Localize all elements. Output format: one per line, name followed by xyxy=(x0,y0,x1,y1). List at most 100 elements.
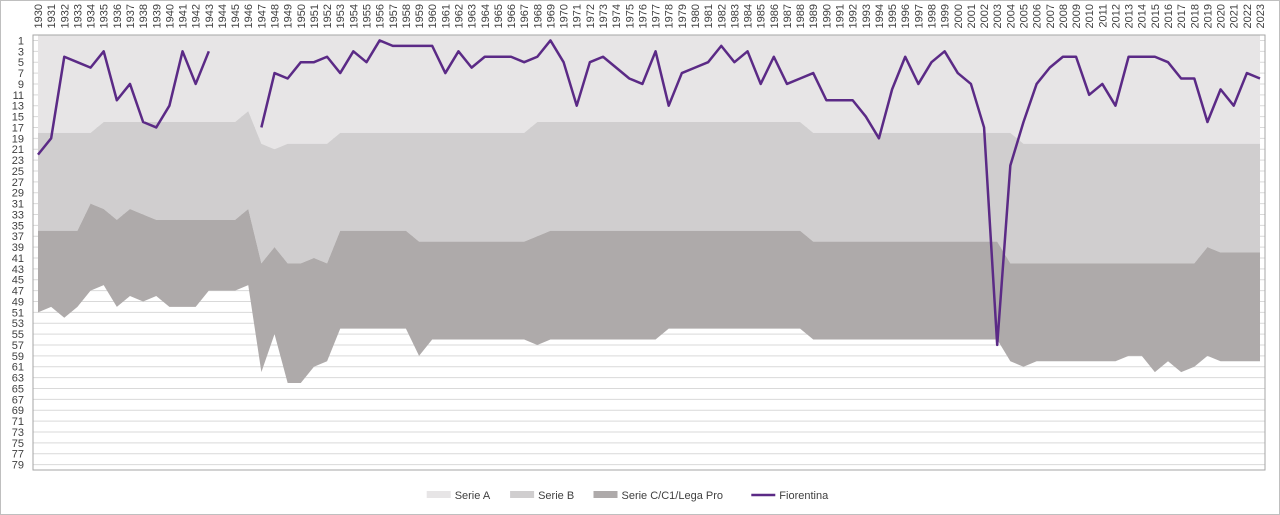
x-tick-label: 1949 xyxy=(283,4,295,28)
x-tick-label: 1952 xyxy=(322,4,334,28)
x-tick-label: 1987 xyxy=(782,4,794,28)
y-tick-label: 79 xyxy=(12,460,24,472)
y-tick-label: 25 xyxy=(12,166,24,178)
x-tick-label: 2010 xyxy=(1084,4,1096,28)
x-tick-label: 2017 xyxy=(1176,4,1188,28)
y-tick-label: 49 xyxy=(12,296,24,308)
y-tick-label: 9 xyxy=(18,79,24,91)
legend-label: Serie C/C1/Lega Pro xyxy=(622,490,724,502)
x-tick-label: 1971 xyxy=(572,4,584,28)
x-tick-label: 1969 xyxy=(545,4,557,28)
x-tick-label: 1984 xyxy=(743,4,755,28)
x-tick-label: 1988 xyxy=(795,4,807,28)
x-tick-label: 1958 xyxy=(401,4,413,28)
y-tick-label: 27 xyxy=(12,177,24,189)
x-tick-label: 2007 xyxy=(1045,4,1057,28)
x-tick-label: 1931 xyxy=(46,4,58,28)
x-tick-label: 1936 xyxy=(112,4,124,28)
x-tick-label: 2014 xyxy=(1137,4,1149,28)
x-tick-label: 1973 xyxy=(598,4,610,28)
y-tick-label: 41 xyxy=(12,253,24,265)
y-tick-label: 31 xyxy=(12,199,24,211)
x-tick-label: 2011 xyxy=(1097,4,1109,28)
x-tick-label: 2002 xyxy=(979,4,991,28)
x-tick-label: 1959 xyxy=(414,4,426,28)
x-tick-label: 2023 xyxy=(1255,4,1267,28)
x-tick-label: 1964 xyxy=(480,4,492,28)
line xyxy=(37,39,1261,347)
x-tick-label: 1956 xyxy=(375,4,387,28)
plot-border xyxy=(32,34,1266,471)
y-tick-label: 59 xyxy=(12,351,24,363)
x-tick-label: 1938 xyxy=(138,4,150,28)
x-tick-label: 1954 xyxy=(348,4,360,28)
x-tick-label: 2006 xyxy=(1032,4,1044,28)
y-tick-label: 1 xyxy=(18,35,24,47)
y-tick-label: 69 xyxy=(12,405,24,417)
x-tick-label: 1946 xyxy=(243,4,255,28)
y-tick-label: 73 xyxy=(12,427,24,439)
x-tick-label: 1950 xyxy=(296,4,308,28)
x-tick-label: 1960 xyxy=(427,4,439,28)
x-tick-label: 1951 xyxy=(309,4,321,28)
y-tick-label: 29 xyxy=(12,188,24,200)
x-tick-label: 2019 xyxy=(1202,4,1214,28)
x-tick-label: 2005 xyxy=(1018,4,1030,28)
y-tick-label: 3 xyxy=(18,46,24,58)
y-tick-label: 39 xyxy=(12,242,24,254)
x-tick-label: 1986 xyxy=(769,4,781,28)
y-tick-label: 47 xyxy=(12,286,24,298)
x-tick-label: 2001 xyxy=(966,4,978,28)
x-tick-label: 1963 xyxy=(467,4,479,28)
x-tick-label: 2015 xyxy=(1150,4,1162,28)
x-tick-label: 1942 xyxy=(191,4,203,28)
x-tick-label: 1968 xyxy=(532,4,544,28)
x-tick-label: 2004 xyxy=(1005,4,1017,28)
x-tick-label: 1993 xyxy=(861,4,873,28)
x-tick-label: 2020 xyxy=(1216,4,1228,28)
legend-swatch xyxy=(593,491,618,498)
x-tick-label: 1977 xyxy=(651,4,663,28)
x-tick-label: 2022 xyxy=(1242,4,1254,28)
x-tick-label: 1989 xyxy=(808,4,820,28)
x-tick-label: 2009 xyxy=(1071,4,1083,28)
x-tick-label: 2021 xyxy=(1229,4,1241,28)
x-tick-label: 1943 xyxy=(204,4,216,28)
x-tick-label: 1980 xyxy=(690,4,702,28)
x-tick-label: 1983 xyxy=(729,4,741,28)
y-tick-label: 37 xyxy=(12,231,24,243)
x-tick-label: 1991 xyxy=(835,4,847,28)
x-tick-label: 2016 xyxy=(1163,4,1175,28)
y-tick-label: 57 xyxy=(12,340,24,352)
y-tick-label: 61 xyxy=(12,362,24,374)
lines xyxy=(37,39,1261,347)
x-tick-label: 1982 xyxy=(716,4,728,28)
legend-label: Fiorentina xyxy=(779,490,829,502)
x-tick-label: 1967 xyxy=(519,4,531,28)
y-tick-label: 67 xyxy=(12,394,24,406)
x-tick-label: 1932 xyxy=(59,4,71,28)
x-tick-label: 1970 xyxy=(559,4,571,28)
y-tick-label: 33 xyxy=(12,209,24,221)
x-tick-label: 1999 xyxy=(940,4,952,28)
x-tick-label: 1998 xyxy=(927,4,939,28)
x-tick-label: 1992 xyxy=(848,4,860,28)
legend-label: Serie A xyxy=(455,490,491,502)
x-tick-label: 2008 xyxy=(1058,4,1070,28)
y-tick-label: 15 xyxy=(12,112,24,124)
x-tick-label: 1996 xyxy=(900,4,912,28)
x-tick-label: 1975 xyxy=(624,4,636,28)
areas xyxy=(38,35,1260,383)
x-tick-label: 1955 xyxy=(361,4,373,28)
x-tick-label: 1953 xyxy=(335,4,347,28)
y-tick-label: 43 xyxy=(12,264,24,276)
x-tick-label: 1944 xyxy=(217,4,229,28)
legend-swatch xyxy=(426,491,451,498)
x-tick-label: 2018 xyxy=(1189,4,1201,28)
x-tick-label: 2003 xyxy=(992,4,1004,28)
x-tick-label: 1934 xyxy=(86,4,98,28)
x-tick-label: 1940 xyxy=(164,4,176,28)
y-tick-label: 71 xyxy=(12,416,24,428)
x-tick-label: 1947 xyxy=(256,4,268,28)
